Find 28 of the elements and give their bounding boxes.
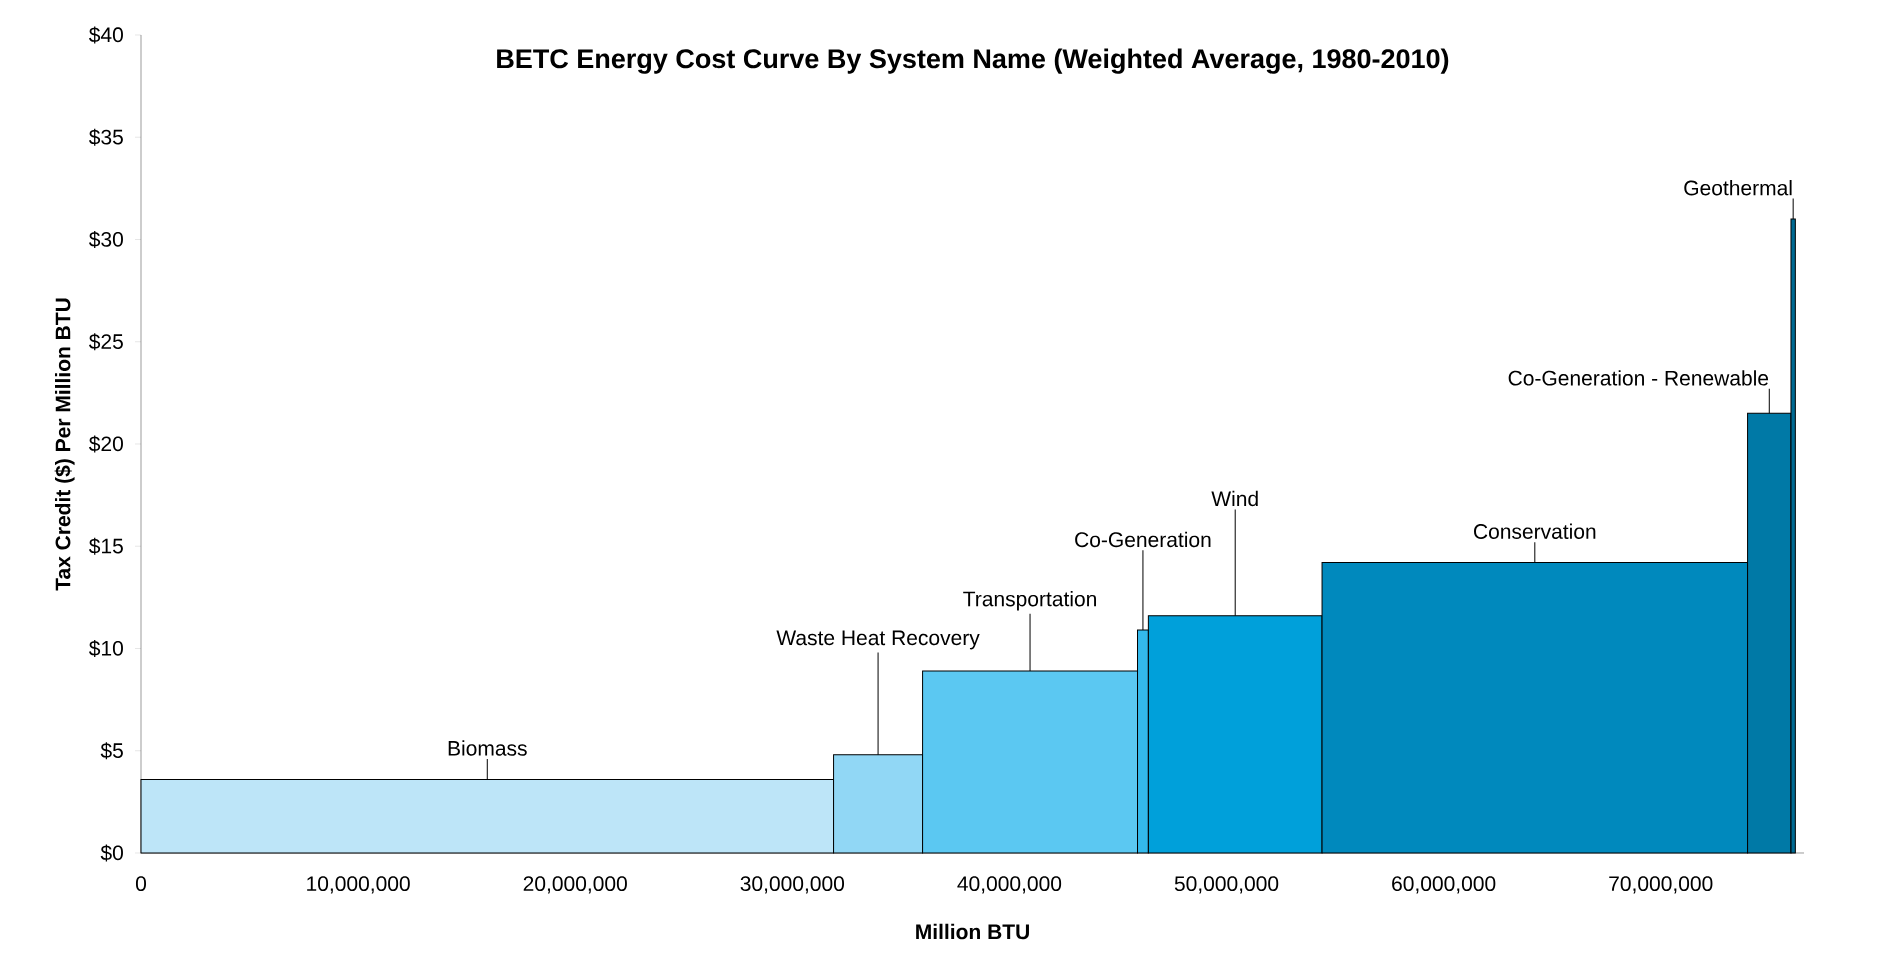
y-tick-label: $15 — [88, 537, 123, 555]
x-tick-label: 40,000,000 — [957, 876, 1062, 894]
x-tick-label: 10,000,000 — [307, 876, 410, 894]
y-tick-label: $0 — [100, 844, 123, 862]
x-tick-label: 60,000,000 — [1392, 876, 1496, 894]
y-tick-label: $25 — [88, 333, 123, 351]
y-tick-label: $40 — [88, 26, 123, 44]
y-axis-title: Tax Credit ($) Per Million BTU — [54, 298, 75, 591]
x-tick-label: 70,000,000 — [1609, 876, 1713, 894]
text: Waste Heat Recovery — [776, 630, 980, 650]
text: Transportation — [963, 590, 1096, 611]
series-label: Co-Generation - Renewable — [1508, 370, 1769, 386]
series-label: Conservation — [1474, 523, 1596, 539]
x-axis-title: Million BTU — [916, 923, 1029, 940]
y-tick-label: $5 — [100, 742, 123, 760]
chart-title: BETC Energy Cost Curve By System Name (Weighted Average, 1980-2010) — [497, 48, 1449, 74]
y-tick-label: $10 — [88, 640, 123, 657]
y-tick-label: $20 — [88, 435, 123, 453]
y-tick-label: $35 — [88, 128, 123, 146]
x-tick-label: 0 — [135, 876, 147, 892]
series-label: Biomass — [448, 740, 527, 756]
x-tick-label: 50,000,000 — [1174, 876, 1279, 894]
text: Co-Generation — [1075, 531, 1211, 548]
y-tick-label: $30 — [88, 231, 123, 248]
series-label: Geothermal — [1684, 179, 1792, 196]
text: Wind — [1211, 490, 1258, 507]
x-tick-label: 20,000,000 — [523, 876, 627, 894]
x-tick-label: 30,000,000 — [740, 876, 845, 894]
